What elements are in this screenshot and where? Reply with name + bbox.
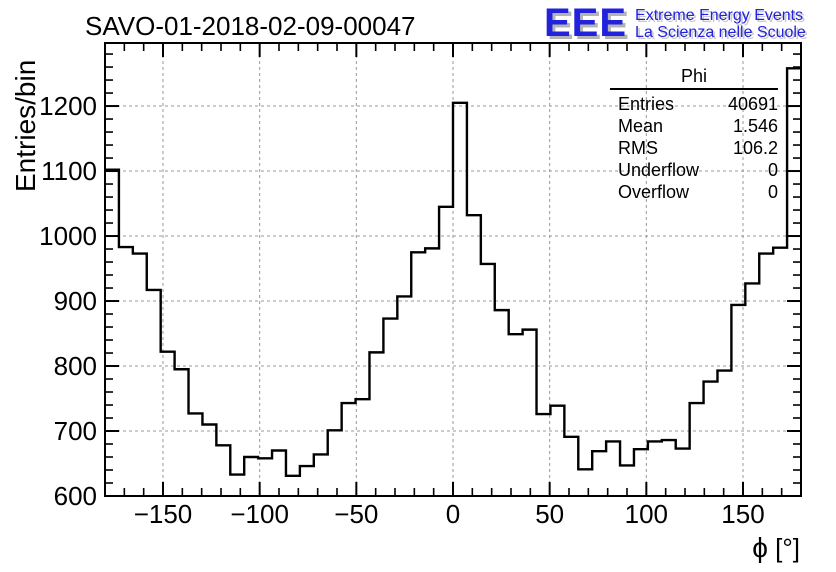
eee-logo-letters: EEE [544,1,628,45]
y-tick-label: 900 [54,286,97,316]
stats-label: Overflow [618,182,690,202]
eee-logo-line1: Extreme Energy Events [635,7,804,24]
y-axis-title: Entries/bin [10,59,41,192]
eee-logo-line2: La Scienza nelle Scuole [635,24,806,41]
eee-logo-text: Extreme Energy Events La Scienza nelle S… [635,2,806,41]
x-tick-label: −100 [230,499,289,529]
stats-row-entries: Entries 40691 [610,93,778,115]
phi-symbol: ϕ [752,532,768,563]
stats-value: 106.2 [732,138,778,158]
stats-value: 40691 [727,94,778,114]
x-tick-label: −150 [134,499,193,529]
stats-box-title: Phi [680,66,707,86]
y-tick-label: 800 [54,351,97,381]
stats-value: 1.546 [732,116,778,136]
x-tick-label: 50 [535,499,564,529]
stats-box-rows: Entries 40691 Mean 1.546 RMS 106.2 Underflow 0 O… [610,93,778,203]
y-tick-label: 1200 [39,91,97,121]
x-tick-label: −50 [334,499,378,529]
page-title: SAVO-01-2018-02-09-00047 [85,11,416,41]
stats-row-mean: Mean 1.546 [610,115,778,137]
y-tick-label: 700 [54,416,97,446]
x-axis-unit: [°] [767,533,800,563]
y-tick-label: 1000 [39,221,97,251]
stats-value: 0 [767,160,778,180]
stats-row-rms: RMS 106.2 [610,137,778,159]
y-tick-label: 1100 [41,156,97,186]
stats-label: Mean [618,116,664,136]
stats-label: Underflow [618,160,700,180]
histogram-line [105,67,801,478]
stats-value: 0 [767,182,778,202]
x-tick-label: 100 [625,499,668,529]
eee-logo: EEE Extreme Energy Events La Scienza nel… [544,2,806,44]
stats-label: Entries [618,94,675,114]
x-tick-label: 0 [446,499,460,529]
stats-row-underflow: Underflow 0 [610,159,778,181]
plot-frame [104,42,802,497]
stats-box-divider [610,88,778,90]
stats-box: Phi Entries 40691 Mean 1.546 RMS 106.2 Underfl… [610,66,778,203]
y-tick-label: 600 [54,481,97,511]
stats-row-overflow: Overflow 0 [610,181,778,203]
stats-label: RMS [618,138,658,158]
x-tick-label: 150 [721,499,764,529]
x-axis-title: ϕ [°] [752,532,800,564]
